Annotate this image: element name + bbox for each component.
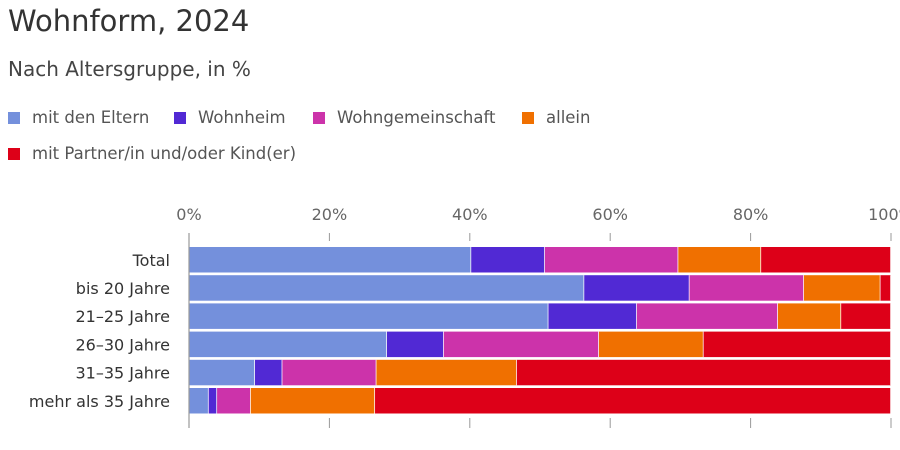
bar-segment	[471, 247, 545, 273]
category-label: 21–25 Jahre	[75, 307, 170, 326]
bar-segment	[386, 331, 444, 358]
legend-label-wohngemeinschaft: Wohngemeinschaft	[337, 108, 496, 127]
x-tick-label: 60%	[592, 205, 628, 224]
bar-segment	[189, 331, 387, 358]
bar-segment	[189, 388, 209, 414]
x-tick-label: 0%	[176, 205, 201, 224]
bar-segment	[443, 331, 599, 358]
legend-label-mit-den-eltern: mit den Eltern	[32, 108, 150, 127]
bar-segment	[250, 388, 376, 414]
legend-swatch-wohngemeinschaft	[313, 111, 325, 124]
legend-swatch-wohnheim	[174, 111, 186, 124]
bar-segment	[189, 275, 585, 301]
legend-swatch-mit-partner	[8, 147, 20, 160]
legend-item-mit-den-eltern[interactable]: mit den Eltern	[8, 108, 149, 127]
bar-segment	[544, 247, 679, 273]
legend-swatch-mit-den-eltern	[8, 111, 20, 124]
legend-item-wohngemeinschaft[interactable]: Wohngemeinschaft	[313, 108, 495, 127]
bar-segment	[598, 331, 704, 358]
bar-segment	[636, 303, 778, 329]
bar-segment	[282, 359, 377, 386]
bar-segment	[777, 303, 842, 329]
bar-segment	[516, 359, 891, 386]
bar-segment	[803, 275, 881, 301]
bar-segment	[678, 247, 762, 273]
bar-segment	[703, 331, 891, 358]
bar-segment	[208, 388, 218, 414]
bar-segment	[217, 388, 251, 414]
bar-segment	[189, 303, 549, 329]
category-label: Total	[132, 251, 170, 270]
bar-segment	[189, 359, 255, 386]
bar-segment	[689, 275, 804, 301]
legend-label-mit-partner: mit Partner/in und/oder Kind(er)	[32, 144, 297, 163]
category-label: 31–35 Jahre	[75, 364, 170, 383]
bar-segment	[375, 388, 891, 414]
bar-segment	[584, 275, 690, 301]
x-tick-label: 80%	[733, 205, 769, 224]
legend-item-allein[interactable]: allein	[522, 108, 590, 127]
bar-segment	[761, 247, 891, 273]
x-tick-label: 20%	[312, 205, 348, 224]
chart-title: Wohnform, 2024	[8, 4, 250, 38]
legend-label-wohnheim: Wohnheim	[198, 108, 286, 127]
category-label: mehr als 35 Jahre	[29, 392, 170, 411]
bar-segment	[189, 247, 472, 273]
chart-subtitle: Nach Altersgruppe, in %	[8, 57, 251, 81]
category-label: bis 20 Jahre	[76, 279, 170, 298]
x-tick-label: 40%	[452, 205, 488, 224]
legend-item-wohnheim[interactable]: Wohnheim	[174, 108, 286, 127]
bar-segment	[548, 303, 637, 329]
legend-swatch-allein	[522, 111, 534, 124]
legend-item-mit-partner[interactable]: mit Partner/in und/oder Kind(er)	[8, 144, 296, 163]
legend-label-allein: allein	[546, 108, 591, 127]
x-tick-label: 100%	[868, 205, 900, 224]
bar-segment	[376, 359, 517, 386]
bar-segment	[841, 303, 891, 329]
bar-segment	[880, 275, 891, 301]
category-label: 26–30 Jahre	[75, 335, 170, 354]
bar-segment	[254, 359, 283, 386]
